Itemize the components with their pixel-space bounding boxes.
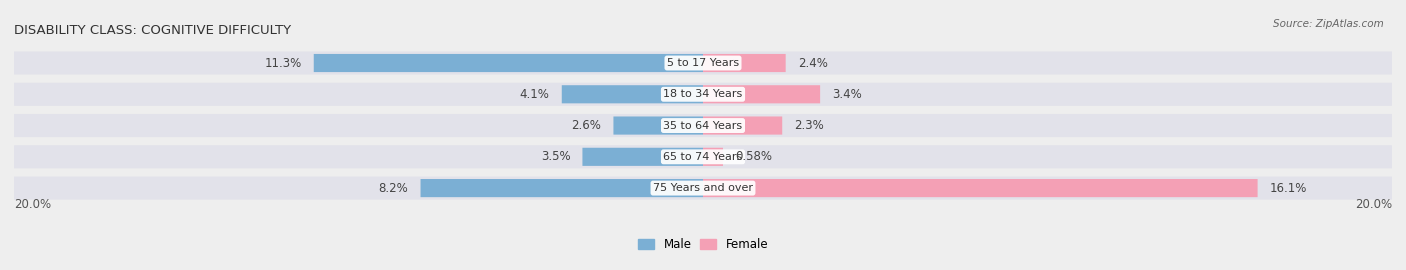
FancyBboxPatch shape [703,179,1257,197]
Text: 8.2%: 8.2% [378,182,409,195]
FancyBboxPatch shape [703,85,820,103]
Text: 16.1%: 16.1% [1270,182,1308,195]
FancyBboxPatch shape [582,148,703,166]
Text: 0.58%: 0.58% [735,150,772,163]
Text: 5 to 17 Years: 5 to 17 Years [666,58,740,68]
Text: 3.5%: 3.5% [541,150,571,163]
FancyBboxPatch shape [562,85,703,103]
FancyBboxPatch shape [14,177,1392,200]
Legend: Male, Female: Male, Female [633,233,773,256]
Text: DISABILITY CLASS: COGNITIVE DIFFICULTY: DISABILITY CLASS: COGNITIVE DIFFICULTY [14,24,291,37]
Text: 20.0%: 20.0% [1355,198,1392,211]
Text: 11.3%: 11.3% [264,56,302,69]
FancyBboxPatch shape [14,114,1392,137]
Text: 2.6%: 2.6% [571,119,602,132]
FancyBboxPatch shape [703,54,786,72]
FancyBboxPatch shape [420,179,703,197]
Text: 3.4%: 3.4% [832,88,862,101]
FancyBboxPatch shape [314,54,703,72]
Text: 2.3%: 2.3% [794,119,824,132]
FancyBboxPatch shape [14,83,1392,106]
Text: 18 to 34 Years: 18 to 34 Years [664,89,742,99]
Text: 20.0%: 20.0% [14,198,51,211]
Text: 2.4%: 2.4% [797,56,828,69]
Text: 4.1%: 4.1% [520,88,550,101]
Text: Source: ZipAtlas.com: Source: ZipAtlas.com [1272,19,1384,29]
FancyBboxPatch shape [703,116,782,135]
FancyBboxPatch shape [703,148,723,166]
Text: 65 to 74 Years: 65 to 74 Years [664,152,742,162]
FancyBboxPatch shape [14,52,1392,75]
Text: 75 Years and over: 75 Years and over [652,183,754,193]
FancyBboxPatch shape [613,116,703,135]
Text: 35 to 64 Years: 35 to 64 Years [664,120,742,131]
FancyBboxPatch shape [14,145,1392,168]
